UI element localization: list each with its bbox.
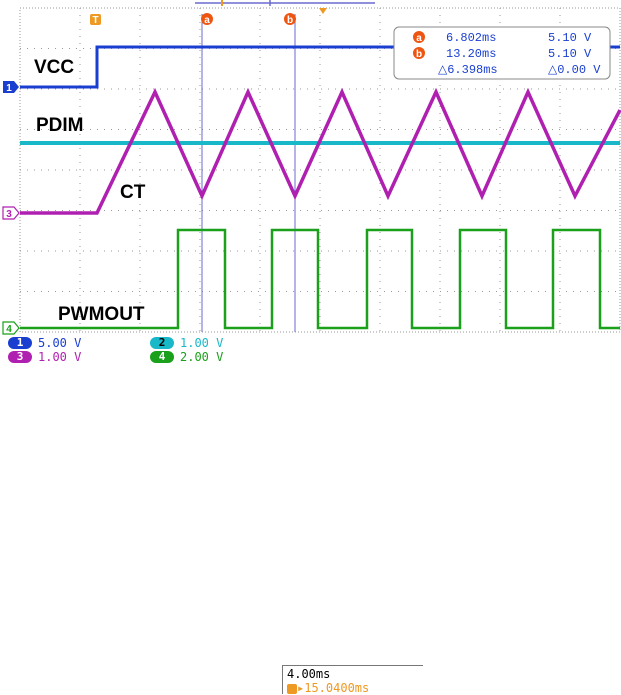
- ch4-marker-label: 4: [6, 324, 12, 335]
- ch1-ground-marker[interactable]: 1: [3, 81, 19, 94]
- ch1-scale-readout[interactable]: 1 5.00 V: [8, 335, 82, 350]
- trigger-t-label: T: [92, 15, 98, 26]
- pwmout-label: PWMOUT: [58, 304, 145, 325]
- cursor-a-label: a: [204, 15, 210, 26]
- readout-a-volt: 5.10 V: [548, 31, 592, 45]
- trigger-icon: [287, 683, 297, 694]
- cursor-a-marker[interactable]: a: [201, 13, 213, 26]
- ch1-badge: 1: [8, 336, 32, 349]
- oscilloscope-display: T a b 1 3 4 VCC PDIM CT PWMOUT a b 6.802…: [2, 0, 621, 335]
- trigger-level-arrow: [319, 8, 327, 14]
- cursor-b-label: b: [287, 15, 293, 26]
- ch1-marker-label: 1: [6, 83, 12, 94]
- ch2-scale: 1.00 V: [180, 335, 224, 350]
- ct-trace: [20, 87, 621, 215]
- ch4-badge: 4: [150, 350, 174, 363]
- ch2-badge: 2: [150, 336, 174, 349]
- readout-b-volt: 5.10 V: [548, 47, 592, 61]
- pdim-label: PDIM: [36, 115, 84, 136]
- ch3-scale-readout[interactable]: 3 1.00 V: [8, 349, 82, 364]
- trigger-t-marker[interactable]: T: [90, 14, 101, 26]
- readout-delta-volt: △0.00 V: [548, 63, 601, 77]
- vcc-trace: [20, 45, 620, 89]
- status-bar: 1 5.00 V 3 1.00 V 2 1.00 V 4 2.00 V 4.00ms ▸…: [0, 332, 621, 695]
- ch4-scale: 2.00 V: [180, 349, 224, 364]
- ch3-ground-marker[interactable]: 3: [2, 206, 20, 220]
- trigger-position-value: ▸15.0400ms: [297, 681, 370, 695]
- ch4-ground-marker[interactable]: 4: [2, 321, 20, 335]
- trigger-position-readout: ▸15.0400ms: [287, 681, 369, 695]
- ch3-scale: 1.00 V: [38, 349, 82, 364]
- readout-delta-time: △6.398ms: [438, 63, 498, 77]
- pwmout-trace: [20, 228, 620, 330]
- ct-label: CT: [120, 182, 146, 203]
- ch3-marker-label: 3: [6, 209, 12, 220]
- cursor-b-marker[interactable]: b: [284, 13, 296, 26]
- cursor-readout-panel: a b 6.802ms 5.10 V 13.20ms 5.10 V △6.398…: [393, 26, 611, 80]
- readout-a-marker: a: [416, 33, 422, 44]
- ch1-scale: 5.00 V: [38, 335, 82, 350]
- readout-b-time: 13.20ms: [446, 47, 496, 61]
- ch4-scale-readout[interactable]: 4 2.00 V: [150, 349, 224, 364]
- ch2-scale-readout[interactable]: 2 1.00 V: [150, 335, 224, 350]
- ch3-badge: 3: [8, 350, 32, 363]
- readout-b-marker: b: [416, 49, 422, 60]
- vcc-label: VCC: [34, 57, 74, 78]
- graticule-grid: [20, 8, 620, 332]
- timebase-scale: 4.00ms: [287, 667, 331, 681]
- timebase-readout[interactable]: 4.00ms ▸15.0400ms: [282, 665, 423, 695]
- readout-a-time: 6.802ms: [446, 31, 496, 45]
